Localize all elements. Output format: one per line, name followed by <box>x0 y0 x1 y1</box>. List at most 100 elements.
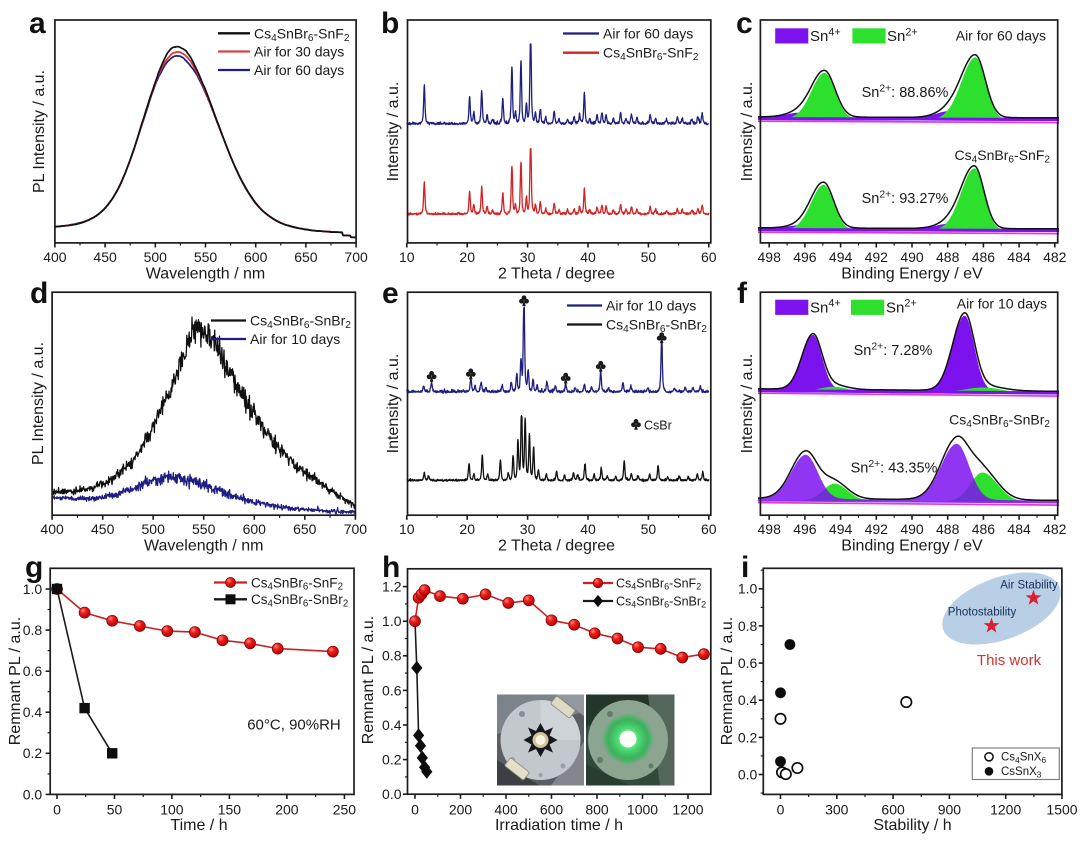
svg-text:486: 486 <box>972 521 996 537</box>
svg-text:496: 496 <box>793 249 817 265</box>
svg-text:50: 50 <box>107 801 123 817</box>
svg-text:700: 700 <box>344 521 368 537</box>
svg-text:1.0: 1.0 <box>382 613 402 629</box>
svg-text:0.4: 0.4 <box>23 704 43 720</box>
svg-text:200: 200 <box>275 801 299 817</box>
svg-text:b: b <box>381 7 399 40</box>
svg-text:500: 500 <box>142 521 166 537</box>
svg-text:Binding Energy / eV: Binding Energy / eV <box>841 266 983 283</box>
svg-text:550: 550 <box>192 521 216 537</box>
svg-text:600: 600 <box>540 801 564 817</box>
svg-text:f: f <box>737 277 748 310</box>
svg-text:Binding Energy / eV: Binding Energy / eV <box>841 538 983 555</box>
svg-text:Cs4SnBr6-SnBr2: Cs4SnBr6-SnBr2 <box>949 412 1050 431</box>
svg-text:g: g <box>25 551 43 584</box>
svg-text:60°C, 90%RH: 60°C, 90%RH <box>247 716 341 733</box>
svg-text:Sn2+: Sn2+ <box>886 298 917 317</box>
svg-text:Cs4SnBr6-SnBr2: Cs4SnBr6-SnBr2 <box>616 594 706 609</box>
svg-text:30: 30 <box>520 521 536 537</box>
svg-text:Sn2+: 7.28%: Sn2+: 7.28% <box>854 341 933 359</box>
svg-text:i: i <box>741 551 749 584</box>
svg-text:492: 492 <box>865 249 889 265</box>
svg-text:492: 492 <box>865 521 889 537</box>
svg-text:0.8: 0.8 <box>738 618 758 634</box>
svg-text:Air Stability: Air Stability <box>1000 579 1058 591</box>
svg-text:1200: 1200 <box>990 801 1021 817</box>
svg-text:0.0: 0.0 <box>738 766 758 782</box>
svg-text:Sn2+: 93.27%: Sn2+: 93.27% <box>862 190 949 208</box>
svg-text:Air for 60 days: Air for 60 days <box>254 62 344 78</box>
svg-text:0: 0 <box>777 801 785 817</box>
svg-text:PL Intensity / a.u.: PL Intensity / a.u. <box>31 70 48 193</box>
svg-text:0.8: 0.8 <box>23 622 43 638</box>
svg-text:0.4: 0.4 <box>382 717 402 733</box>
svg-text:Stability / h: Stability / h <box>873 817 951 834</box>
svg-text:Intensity / a.u.: Intensity / a.u. <box>385 354 402 454</box>
svg-text:482: 482 <box>1043 249 1067 265</box>
svg-text:Cs4SnBr6-SnBr2: Cs4SnBr6-SnBr2 <box>251 592 348 609</box>
svg-text:Remnant PL / a.u.: Remnant PL / a.u. <box>360 616 377 744</box>
svg-text:1000: 1000 <box>627 801 658 817</box>
svg-text:Intensity / a.u.: Intensity / a.u. <box>385 82 402 182</box>
svg-text:Cs4SnBr6-SnBr2: Cs4SnBr6-SnBr2 <box>606 317 707 336</box>
svg-text:d: d <box>30 277 48 310</box>
svg-text:Wavelength / nm: Wavelength / nm <box>146 266 265 283</box>
svg-text:150: 150 <box>218 801 242 817</box>
svg-text:Photostability: Photostability <box>948 607 1017 619</box>
svg-text:60: 60 <box>701 249 717 265</box>
svg-text:Wavelength / nm: Wavelength / nm <box>144 538 263 555</box>
svg-text:0.6: 0.6 <box>382 682 402 698</box>
svg-text:500: 500 <box>144 249 168 265</box>
svg-text:Sn2+: 88.86%: Sn2+: 88.86% <box>862 84 949 102</box>
svg-text:Irradiation time / h: Irradiation time / h <box>495 817 623 834</box>
svg-text:1.0: 1.0 <box>738 581 758 597</box>
svg-text:494: 494 <box>829 249 853 265</box>
svg-text:Cs4SnBr6-SnF2: Cs4SnBr6-SnF2 <box>955 147 1051 166</box>
svg-text:1.0: 1.0 <box>23 581 43 597</box>
svg-text:400: 400 <box>494 801 518 817</box>
svg-text:600: 600 <box>243 521 267 537</box>
svg-text:482: 482 <box>1043 521 1067 537</box>
svg-text:496: 496 <box>793 521 817 537</box>
svg-text:650: 650 <box>294 249 318 265</box>
svg-text:900: 900 <box>938 801 962 817</box>
svg-text:40: 40 <box>580 521 596 537</box>
svg-text:498: 498 <box>758 249 782 265</box>
svg-text:1.2: 1.2 <box>382 579 402 595</box>
svg-text:0.8: 0.8 <box>382 648 402 664</box>
svg-text:400: 400 <box>43 249 67 265</box>
svg-text:This work: This work <box>977 652 1042 669</box>
svg-text:c: c <box>736 7 753 40</box>
svg-text:484: 484 <box>1007 521 1031 537</box>
svg-text:Sn2+: 43.35%: Sn2+: 43.35% <box>851 459 938 477</box>
svg-text:0.2: 0.2 <box>382 752 402 768</box>
svg-text:100: 100 <box>160 801 184 817</box>
svg-text:400: 400 <box>40 521 64 537</box>
svg-text:488: 488 <box>936 249 960 265</box>
svg-text:484: 484 <box>1007 249 1031 265</box>
svg-text:a: a <box>29 7 46 40</box>
svg-text:Cs4SnBr6-SnBr2: Cs4SnBr6-SnBr2 <box>250 313 351 332</box>
svg-text:Sn4+: Sn4+ <box>810 298 841 317</box>
svg-text:Air for 30 days: Air for 30 days <box>254 44 344 60</box>
svg-text:Intensity / a.u.: Intensity / a.u. <box>739 354 756 454</box>
svg-text:Air for 60 days: Air for 60 days <box>956 28 1046 44</box>
svg-text:PL Intensity / a.u.: PL Intensity / a.u. <box>30 342 47 465</box>
svg-text:Cs4SnBr6-SnF2: Cs4SnBr6-SnF2 <box>616 576 701 591</box>
svg-text:700: 700 <box>344 249 368 265</box>
svg-text:0.6: 0.6 <box>23 663 43 679</box>
svg-text:Air for 10 days: Air for 10 days <box>606 298 696 314</box>
svg-text:20: 20 <box>459 249 475 265</box>
svg-text:250: 250 <box>333 801 357 817</box>
svg-text:Sn4+: Sn4+ <box>810 26 841 45</box>
svg-text:200: 200 <box>449 801 473 817</box>
svg-text:30: 30 <box>520 249 536 265</box>
svg-text:Remnant PL / a.u.: Remnant PL / a.u. <box>719 617 736 745</box>
svg-text:0.2: 0.2 <box>738 729 758 745</box>
svg-text:e: e <box>382 277 399 310</box>
svg-text:0.0: 0.0 <box>382 786 402 802</box>
svg-text:0.6: 0.6 <box>738 655 758 671</box>
svg-text:490: 490 <box>900 249 924 265</box>
svg-text:494: 494 <box>829 521 853 537</box>
svg-text:650: 650 <box>293 521 317 537</box>
